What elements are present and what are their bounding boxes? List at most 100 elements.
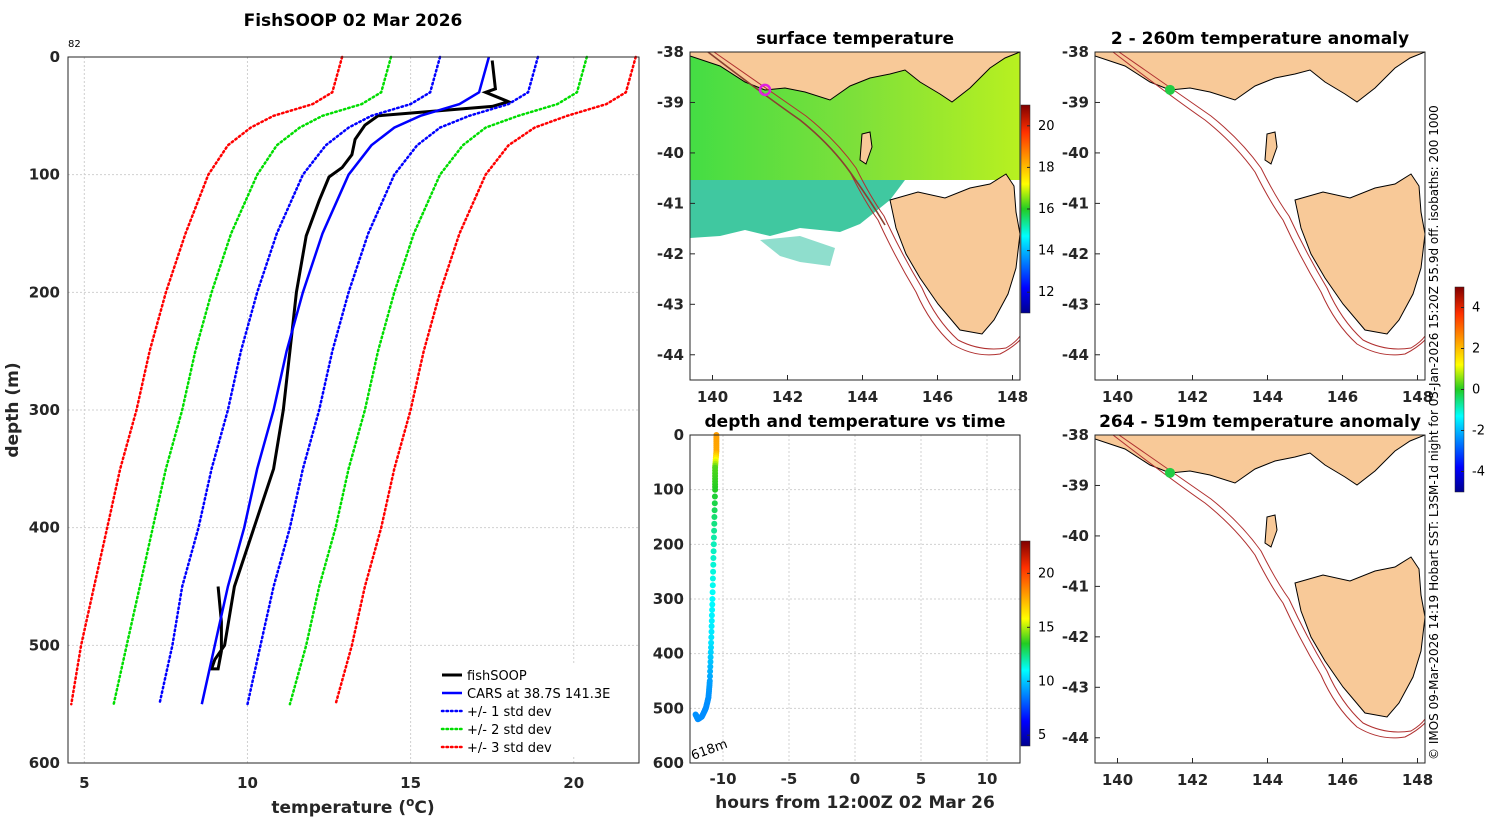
profile-lines: [70, 55, 637, 706]
time-depth-point: [707, 663, 714, 670]
colorbar-tick-label: 15: [1038, 620, 1055, 635]
sst-y-tick-label: -43: [657, 295, 684, 313]
time-depth-point: [710, 541, 717, 548]
colorbar-tick-label: 10: [1038, 674, 1055, 689]
anomaly-deep-y-tick-label: -42: [1062, 628, 1089, 646]
colorbar-tick-label: 2: [1472, 342, 1480, 357]
anomaly-shallow-y-tick-label: -41: [1062, 194, 1089, 212]
time-depth-point: [709, 589, 716, 596]
profile-line-std-upper-3: [288, 55, 589, 706]
time-depth-point: [708, 639, 715, 646]
profile-legend: fishSOOP CARS at 38.7S 141.3E +/- 1 std de…: [437, 663, 623, 757]
time-x-tick-label: 5: [916, 770, 926, 788]
time-depth-point: [710, 568, 717, 575]
time-y-tick-label: 200: [653, 535, 684, 553]
colorbar-tick-label: 0: [1472, 383, 1480, 398]
time-depth-point: [707, 658, 714, 665]
sst-y-tick-label: -41: [657, 194, 684, 212]
time-depth-point: [711, 493, 718, 500]
anomaly-map-deep: [1094, 434, 1426, 764]
sst-y-tick-label: -42: [657, 245, 684, 263]
anomaly-deep-ticks: 140 142 144 146 148 -38 -39 -40 -41 -42 -43 -44: [1062, 426, 1433, 789]
anomaly-shallow-y-tick-label: -39: [1062, 93, 1089, 111]
time-gridlines: [690, 434, 1020, 764]
time-x-tick-label: -10: [709, 770, 736, 788]
ship-track: [707, 52, 886, 226]
sst-y-tick-label: -44: [657, 346, 684, 364]
time-depth-point: [710, 561, 717, 568]
colorbar-tick-label: 12: [1038, 285, 1055, 300]
profile-x-ticks: 5 10 15 20: [79, 774, 584, 792]
time-colorbar-ticks: 5 10 15 20: [1027, 566, 1055, 743]
sst-station-marker: [758, 83, 772, 97]
anomaly-shallow-title: 2 - 260m temperature anomaly: [1111, 29, 1409, 49]
legend-entry: fishSOOP: [467, 669, 527, 684]
time-depth-point: [709, 575, 716, 582]
colorbar-tick-label: 20: [1038, 119, 1055, 134]
time-depth-point: [711, 507, 718, 514]
colorbar-tick-label: 16: [1038, 202, 1055, 217]
anomaly-shallow-x-tick-label: 144: [1252, 388, 1283, 406]
profile-title: FishSOOP 02 Mar 2026: [244, 11, 463, 31]
anomaly-station-dot: [1165, 84, 1175, 95]
anomaly-deep-y-tick-label: -38: [1062, 426, 1089, 444]
profile-y-tick-label: 300: [29, 401, 60, 419]
time-depth-point: [708, 644, 714, 651]
side-caption: © IMOS 09-Mar-2026 14:19 Hobart SST: L3S…: [1427, 105, 1441, 760]
time-depth-point: [692, 711, 699, 718]
max-depth-annotation: 618m: [689, 737, 729, 764]
legend-entry: CARS at 38.7S 141.3E: [467, 687, 610, 702]
time-depth-points: [692, 432, 720, 723]
time-x-tick-label: 10: [977, 770, 998, 788]
time-depth-point: [708, 623, 715, 630]
sst-colorbar-ticks: 12 14 16 18 20: [1027, 119, 1055, 300]
sst-x-tick-label: 146: [922, 388, 953, 406]
anomaly-deep-title: 264 - 519m temperature anomaly: [1099, 412, 1421, 432]
legend-entry: +/- 1 std dev: [467, 705, 552, 720]
sst-title: surface temperature: [756, 29, 954, 49]
anomaly-deep-x-tick-label: 142: [1177, 771, 1208, 789]
anomaly-deep-x-tick-label: 140: [1102, 771, 1133, 789]
profile-line-cars: [200, 56, 491, 705]
profile-x-tick-label: 20: [563, 774, 584, 792]
time-depth-point: [708, 617, 715, 624]
time-depth-point: [709, 582, 716, 589]
profile-y-ticks: 0 100 200 300 400 500 600: [29, 48, 60, 772]
anomaly-deep-x-tick-label: 148: [1402, 771, 1433, 789]
colorbar-tick-label: 18: [1038, 160, 1055, 175]
sst-map-ticks: 140 142 144 146 148 -38 -39 -40 -41 -42 -43 -44: [657, 43, 1028, 406]
anomaly-shallow-y-tick-label: -44: [1062, 346, 1089, 364]
time-colorbar: [1020, 540, 1031, 747]
anomaly-deep-x-tick-label: 144: [1252, 771, 1283, 789]
anomaly-shallow-y-tick-label: -42: [1062, 245, 1089, 263]
profile-line-std-upper-2: [246, 55, 540, 706]
sst-map: [689, 51, 1021, 381]
sst-x-tick-label: 142: [772, 388, 803, 406]
time-depth-point: [711, 514, 718, 520]
profile-plot-frame: [67, 56, 640, 764]
anomaly-shallow-x-tick-label: 146: [1327, 388, 1358, 406]
sst-y-tick-label: -39: [657, 93, 684, 111]
time-y-tick-label: 300: [653, 590, 684, 608]
time-plot-frame: [689, 434, 1021, 764]
profile-y-tick-label: 0: [50, 48, 60, 66]
anomaly-deep-y-tick-label: -44: [1062, 729, 1089, 747]
sst-field-south: [690, 180, 905, 238]
time-depth-point: [711, 500, 718, 507]
legend-entry: +/- 3 std dev: [467, 741, 552, 756]
anomaly-colorbar-ticks: 4 2 0 -2 -4: [1461, 301, 1485, 480]
profile-line-std-lower-3: [112, 55, 393, 706]
colorbar-tick-label: -4: [1472, 465, 1485, 480]
profile-y-axis-label: depth (m): [3, 362, 23, 457]
profile-corner-label: 82: [68, 39, 81, 50]
anomaly-shallow-x-tick-label: 148: [1402, 388, 1433, 406]
anomaly-shallow-y-tick-label: -43: [1062, 295, 1089, 313]
time-depth-point: [710, 548, 717, 555]
profile-x-tick-label: 5: [79, 774, 89, 792]
time-depth-point: [707, 649, 714, 656]
colorbar-tick-label: 4: [1472, 301, 1480, 316]
time-y-tick-label: 0: [674, 426, 684, 444]
anomaly-deep-y-tick-label: -41: [1062, 577, 1089, 595]
time-depth-point: [710, 534, 717, 541]
